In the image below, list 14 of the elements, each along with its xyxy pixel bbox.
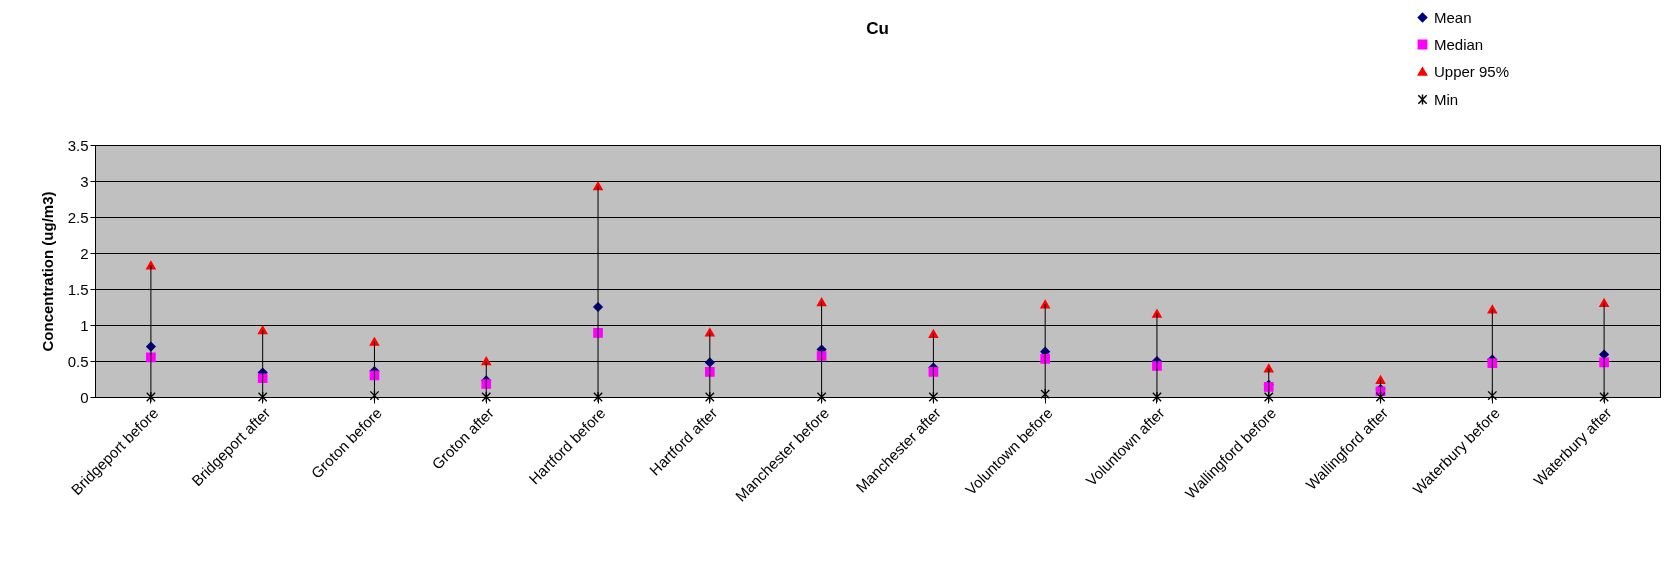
legend-label: Median bbox=[1434, 35, 1484, 53]
y-tick-label: 0 bbox=[80, 388, 89, 406]
legend-label: Mean bbox=[1434, 8, 1472, 26]
y-tick-label: 2.5 bbox=[67, 208, 89, 226]
y-tick-label: 3 bbox=[80, 172, 89, 190]
y-tick-label: 1.5 bbox=[67, 280, 89, 298]
y-tick-label: 1 bbox=[80, 316, 89, 334]
legend-label: Upper 95% bbox=[1434, 62, 1510, 80]
y-tick-label: 0.5 bbox=[67, 352, 89, 370]
chart-title: Cu bbox=[866, 19, 889, 38]
y-tick-label: 3.5 bbox=[67, 136, 89, 154]
y-tick-label: 2 bbox=[80, 244, 89, 262]
y-axis-title: Concentration (ug/m3) bbox=[38, 191, 56, 352]
legend-label: Min bbox=[1434, 90, 1459, 108]
